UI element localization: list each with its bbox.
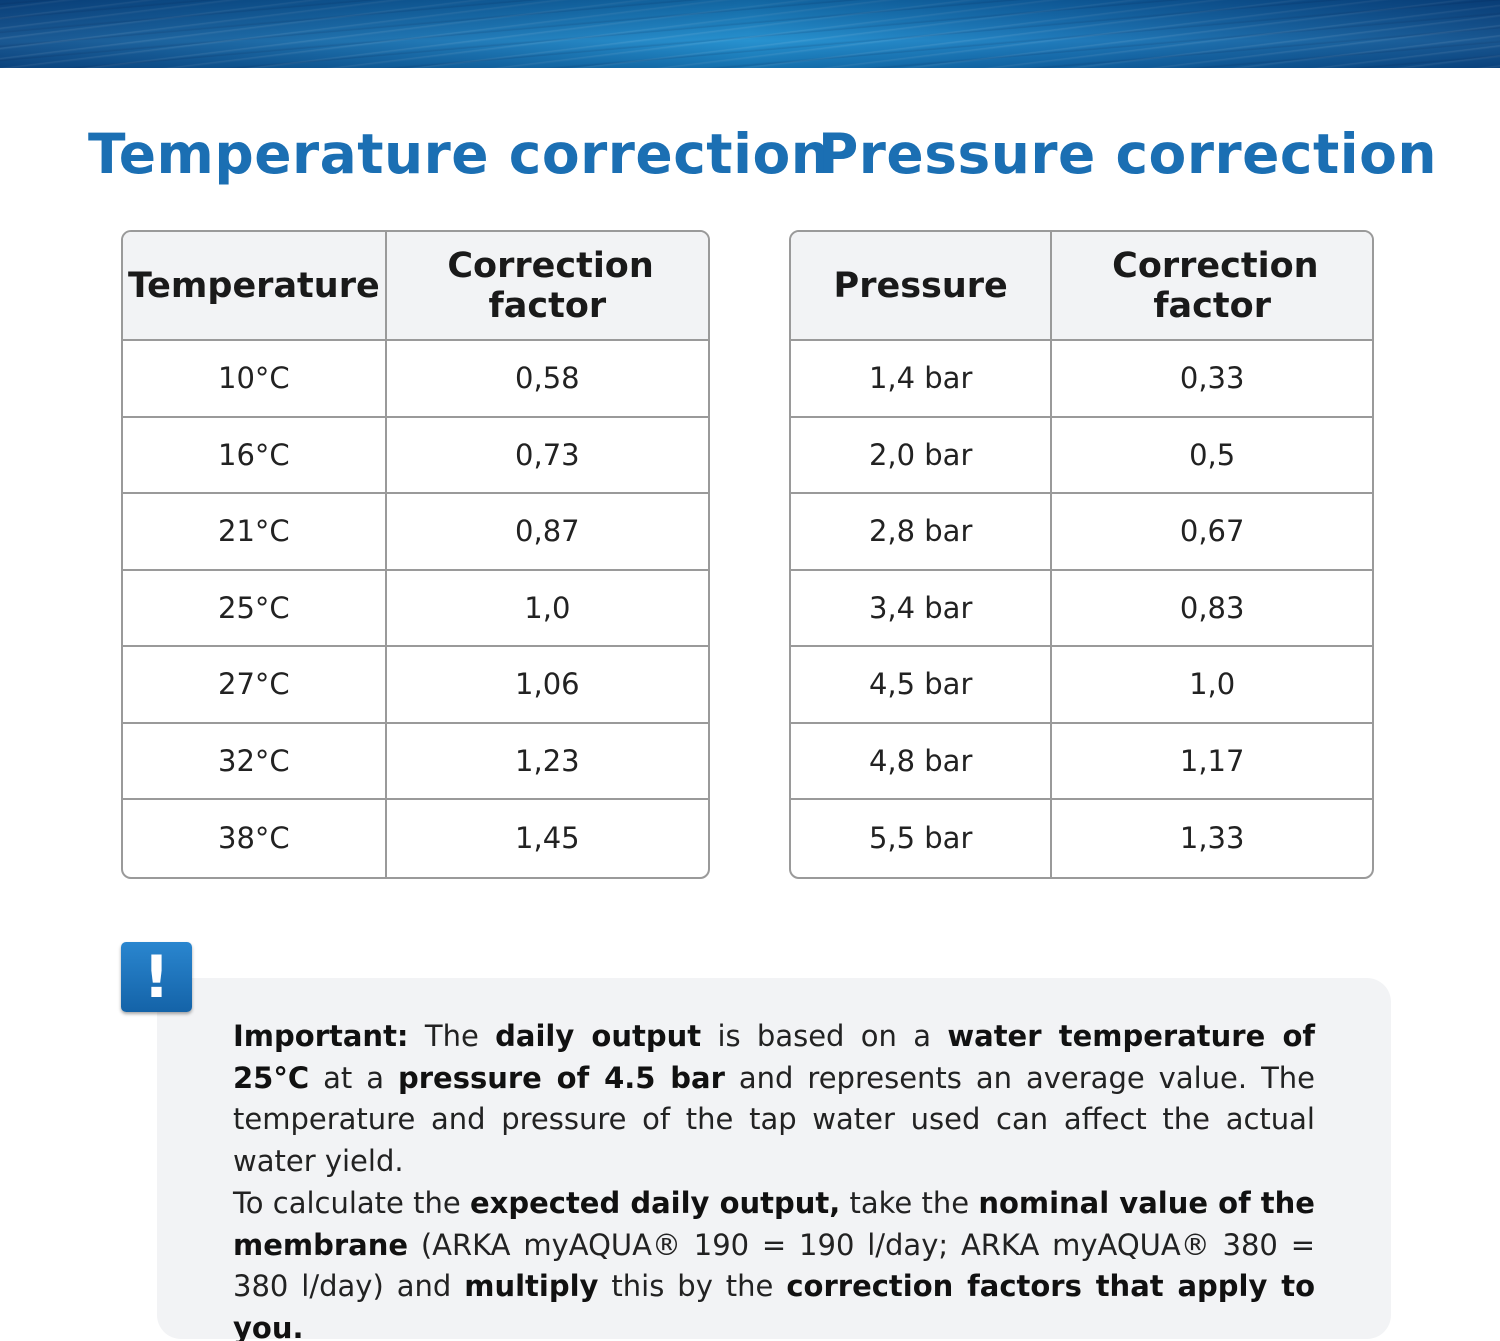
water-header-banner [0, 0, 1500, 68]
table-row: 1,4 bar 0,33 [791, 341, 1372, 418]
note-emphasis: daily output [495, 1019, 702, 1053]
note-text: at a [309, 1060, 398, 1095]
pressure-cell: 2,8 bar [791, 494, 1053, 571]
table-row: 27°C 1,06 [123, 647, 708, 724]
note-emphasis: expected daily output, [469, 1186, 841, 1220]
calculation-note-paragraph: To calculate the expected daily output, … [233, 1183, 1315, 1341]
temperature-correction-table: Temperature Correction factor 10°C 0,58 1… [121, 230, 710, 879]
factor-cell: 1,33 [1179, 821, 1245, 856]
factor-cell: 1,23 [386, 724, 708, 800]
table-row: 38°C 1,45 [123, 800, 708, 877]
column-header-correction-factor: Correction factor [386, 232, 708, 341]
temperature-cell: 10°C [123, 341, 387, 418]
table-header-row: Temperature Correction factor [123, 232, 708, 341]
factor-cell: 0,83 [1052, 571, 1372, 647]
note-text: is based on a [701, 1019, 948, 1053]
temperature-cell: 21°C [123, 494, 387, 571]
column-header-pressure: Pressure [791, 232, 1053, 341]
important-note-paragraph: Important: The daily output is based on … [233, 1016, 1315, 1182]
table-row: 4,5 bar 1,0 [791, 647, 1372, 724]
table-row: 32°C 1,23 [123, 723, 708, 800]
column-header-correction-factor: Correction factor [1052, 232, 1372, 341]
factor-cell: 0,33 [1052, 341, 1372, 418]
temperature-correction-title: Temperature correction [88, 122, 831, 186]
factor-cell: 0,73 [386, 418, 708, 494]
header-text: Correction factor [447, 245, 654, 326]
factor-cell: 1,17 [1052, 724, 1372, 800]
pressure-correction-table: Pressure Correction factor 1,4 bar 0,33 2… [789, 230, 1374, 879]
pressure-cell: 3,4 bar [791, 570, 1053, 647]
table-row: 25°C 1,0 [123, 570, 708, 647]
table-row: 16°C 0,73 [123, 417, 708, 494]
note-text: and represents an average value. The tem… [233, 1060, 1315, 1178]
factor-cell: 1,06 [386, 647, 708, 724]
factor-cell: 1,0 [1052, 647, 1372, 724]
important-label: Important: [233, 1019, 409, 1053]
note-text: this by the [598, 1269, 787, 1303]
note-emphasis: water temperature of 25°C [233, 1019, 1315, 1095]
note-text: To calculate the [233, 1186, 470, 1220]
temperature-cell: 32°C [123, 723, 387, 800]
column-header-temperature: Temperature [123, 232, 387, 341]
note-text: take the [840, 1186, 979, 1220]
pressure-cell: 4,5 bar [791, 647, 1053, 724]
factor-cell: 1,0 [386, 571, 708, 647]
factor-cell: 0,67 [1052, 494, 1372, 571]
temperature-cell: 25°C [123, 570, 387, 647]
note-emphasis: correction factors that apply to you. [233, 1269, 1316, 1341]
note-emphasis: multiply [464, 1269, 599, 1303]
factor-cell: 0,58 [386, 341, 708, 418]
pressure-cell: 4,8 bar [791, 723, 1053, 800]
important-note-box [157, 978, 1391, 1339]
temperature-cell: 38°C [123, 800, 387, 877]
table-row: 4,8 bar 1,17 [791, 723, 1372, 800]
header-text: Correction factor [1112, 245, 1319, 326]
note-text: (ARKA myAQUA® 190 = 190 l/day; ARKA myAQ… [233, 1227, 1315, 1304]
pressure-cell: 1,4 bar [791, 341, 1053, 418]
temperature-cell: 16°C [123, 417, 387, 494]
table-row: 21°C 0,87 [123, 494, 708, 571]
pressure-correction-title: Pressure correction [818, 122, 1438, 186]
note-emphasis: nominal value of the membrane [233, 1186, 1315, 1262]
pressure-cell: 5,5 bar [791, 800, 1053, 877]
note-emphasis: pressure of 4.5 bar [397, 1060, 725, 1095]
table-header-row: Pressure Correction factor [791, 232, 1372, 341]
temperature-cell: 27°C [123, 647, 387, 724]
table-row: 10°C 0,58 [123, 341, 708, 418]
table-row: 3,4 bar 0,83 [791, 570, 1372, 647]
factor-cell: 0,5 [1052, 418, 1372, 494]
table-row: 2,0 bar 0,5 [791, 417, 1372, 494]
note-text: The [408, 1019, 496, 1053]
factor-cell: 1,45 [515, 821, 580, 856]
exclamation-icon: ! [121, 942, 192, 1012]
table-row: 5,5 bar 1,33 [791, 800, 1372, 877]
pressure-cell: 2,0 bar [791, 417, 1053, 494]
table-row: 2,8 bar 0,67 [791, 494, 1372, 571]
factor-cell: 0,87 [386, 494, 708, 571]
